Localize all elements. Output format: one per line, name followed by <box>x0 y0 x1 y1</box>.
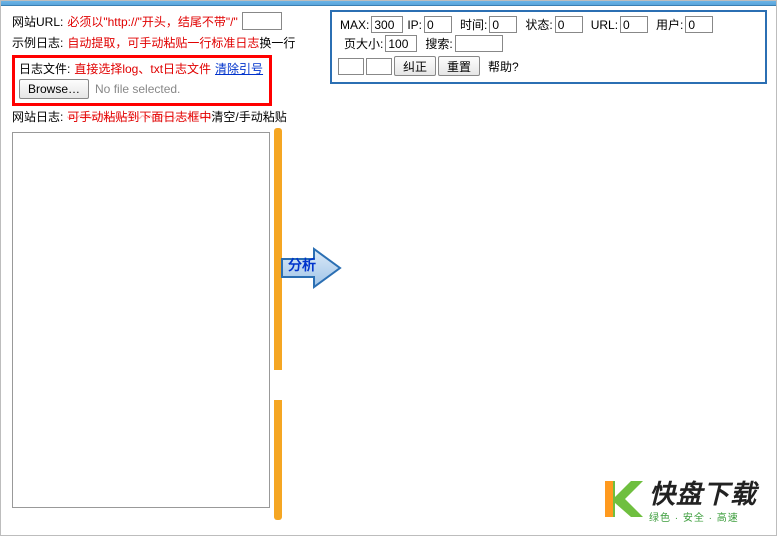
user-input[interactable] <box>685 16 713 33</box>
filter-panel: MAX: IP: 时间: 状态: URL: 用户: 页大小: 搜索: 纠正 重置… <box>330 10 767 84</box>
sample-log-tail: 换一行 <box>259 34 295 51</box>
log-file-hint: 直接选择log、txt日志文件 <box>74 60 211 77</box>
search-input[interactable] <box>455 35 503 52</box>
sample-log-label: 示例日志: <box>12 34 63 51</box>
pagesize-input[interactable] <box>385 35 417 52</box>
logo-sub-text: 绿色 · 安全 · 高速 <box>649 509 757 524</box>
site-log-hint: 可手动粘贴到下面日志框中 <box>67 108 211 125</box>
status-label: 状态: <box>525 16 552 33</box>
help-link[interactable]: 帮助? <box>488 58 519 75</box>
correct-button[interactable]: 纠正 <box>394 56 436 76</box>
site-log-tail: 清空/手动粘贴 <box>211 108 286 125</box>
url-input[interactable] <box>242 12 282 30</box>
time-input[interactable] <box>489 16 517 33</box>
divider-bottom <box>274 400 282 520</box>
site-log-label: 网站日志: <box>12 108 63 125</box>
url-label: 网站URL: <box>12 13 63 30</box>
urlf-label: URL: <box>591 18 618 32</box>
sample-log-hint: 自动提取，可手动粘贴一行标准日志 <box>67 34 259 51</box>
brand-logo: 快盘下载 绿色 · 安全 · 高速 <box>601 474 757 524</box>
browse-button[interactable]: Browse… <box>19 79 89 99</box>
pagesize-label: 页大小: <box>344 35 383 52</box>
logo-main-text: 快盘下载 <box>649 474 757 511</box>
analyze-button-text[interactable]: 分析 <box>288 255 316 275</box>
site-log-row: 网站日志: 可手动粘贴到下面日志框中 清空/手动粘贴 <box>12 108 777 125</box>
log-textarea[interactable] <box>12 132 270 508</box>
search-label: 搜索: <box>425 35 452 52</box>
extra-input-1[interactable] <box>338 58 364 75</box>
log-file-highlight-box: 日志文件: 直接选择log、txt日志文件 清除引号 Browse… No fi… <box>12 55 272 106</box>
extra-input-2[interactable] <box>366 58 392 75</box>
max-label: MAX: <box>340 18 369 32</box>
urlf-input[interactable] <box>620 16 648 33</box>
user-label: 用户: <box>656 16 683 33</box>
ip-input[interactable] <box>424 16 452 33</box>
time-label: 时间: <box>460 16 487 33</box>
max-input[interactable] <box>371 16 403 33</box>
status-input[interactable] <box>555 16 583 33</box>
ip-label: IP: <box>407 18 422 32</box>
url-hint: 必须以"http://"开头，结尾不带"/" <box>67 13 237 30</box>
logo-icon <box>601 477 645 521</box>
clear-quotes-link[interactable]: 清除引号 <box>215 60 263 77</box>
file-none-text: No file selected. <box>95 82 180 96</box>
reset-button[interactable]: 重置 <box>438 56 480 76</box>
log-file-label: 日志文件: <box>19 60 70 77</box>
